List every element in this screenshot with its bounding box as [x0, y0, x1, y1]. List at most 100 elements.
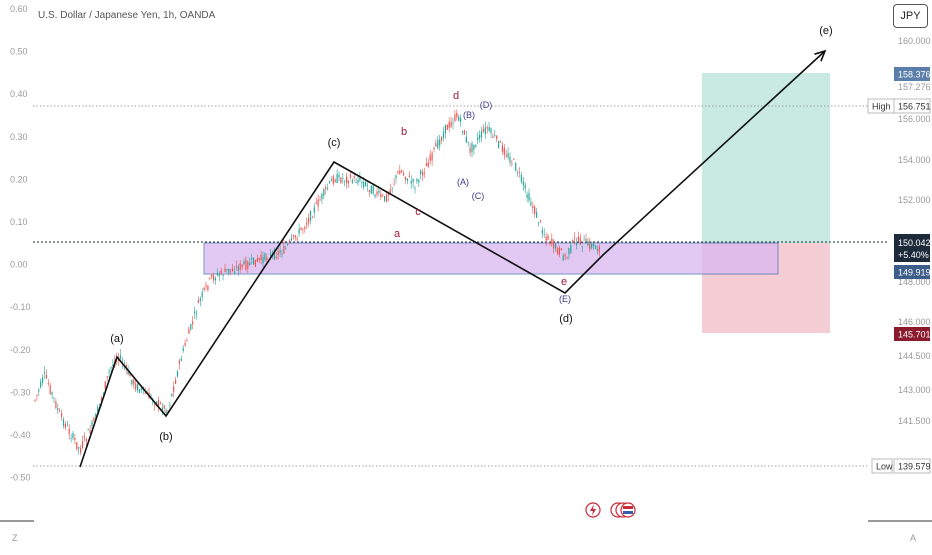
candle-body-74 [175, 379, 177, 384]
candle-body-45 [119, 355, 122, 359]
candle-body-104 [232, 268, 234, 272]
candle-body-5 [43, 371, 46, 374]
candle-body-223 [458, 116, 460, 121]
corner-right-label: A [910, 533, 916, 543]
candle-body-279 [564, 254, 566, 257]
right-tick-label: 143.000 [898, 385, 931, 395]
candle-body-169 [355, 182, 357, 183]
zones-layer [203, 73, 830, 333]
events-layer[interactable] [585, 502, 636, 518]
candle-body-9 [51, 392, 53, 395]
candle-body-121 [264, 253, 266, 261]
left-axis: 0.60 0.50 0.40 0.30 0.20 0.10 0.00 -0.10 -0.20 -0… [10, 4, 31, 483]
candle-body-67 [161, 407, 163, 411]
candle-body-159 [336, 174, 338, 183]
candle-body-38 [106, 376, 108, 378]
candle-body-175 [366, 185, 369, 186]
candle-body-68 [163, 405, 165, 409]
candle-body-116 [254, 259, 256, 267]
candle-body-272 [551, 238, 553, 245]
candle-body-4 [42, 377, 44, 383]
candle-body-222 [456, 112, 458, 118]
candle-body-120 [262, 256, 264, 264]
candle-body-217 [446, 124, 448, 130]
candle-body-36 [102, 393, 104, 395]
candle-body-146 [311, 217, 313, 219]
support-box [203, 242, 779, 275]
candle-body-73 [173, 386, 175, 392]
candle-body-154 [327, 188, 329, 189]
candle-body-21 [74, 438, 76, 440]
candle-body-135 [290, 237, 293, 241]
low-price-badge-bg [893, 458, 931, 474]
candle-body-131 [283, 245, 285, 254]
candle-body-96 [216, 273, 218, 276]
candle-body-161 [340, 177, 342, 183]
candle-body-248 [505, 155, 507, 157]
candle-body-263 [534, 206, 536, 214]
candle-body-64 [156, 401, 158, 406]
candle-body-139 [298, 228, 300, 234]
candle-body-278 [562, 255, 564, 260]
wave-label-sub: (B) [463, 110, 475, 120]
candle-body-226 [463, 130, 465, 135]
candle-body-281 [568, 248, 570, 255]
candle-body-174 [365, 182, 367, 186]
left-tick-label: -0.30 [10, 387, 31, 397]
candle-body-132 [285, 248, 287, 250]
candle-body-77 [180, 358, 182, 361]
candle-body-101 [226, 269, 228, 271]
candle-body-108 [239, 263, 241, 270]
right-tick-label: 156.000 [898, 114, 931, 124]
flag-stripe-icon [623, 506, 633, 509]
candle-body-193 [401, 170, 403, 173]
right-tick-label: 154.000 [898, 155, 931, 165]
left-tick-label: -0.10 [10, 302, 31, 312]
candle-body-86 [197, 300, 199, 303]
candle-body-18 [68, 428, 70, 434]
wave-label-major: (d) [559, 313, 572, 325]
candle-body-297 [598, 246, 600, 253]
candle-body-189 [393, 183, 395, 185]
candle-body-276 [558, 247, 560, 255]
candle-body-192 [399, 170, 401, 175]
candle-body-194 [403, 173, 405, 176]
candle-body-231 [473, 144, 475, 150]
candle-body-52 [133, 379, 135, 385]
candle-body-165 [347, 180, 350, 184]
wave-label-minor: e [561, 276, 567, 288]
candle-body-72 [171, 393, 173, 397]
candle-body-233 [477, 137, 479, 141]
right-tick-label: 141.500 [898, 416, 931, 426]
candle-body-8 [49, 385, 51, 394]
candle-body-66 [159, 403, 161, 404]
candle-body-141 [302, 229, 304, 230]
wave-label-minor: d [453, 90, 459, 102]
corner-left-label: Z [12, 533, 18, 543]
currency-button[interactable]: JPY [893, 4, 928, 28]
candle-body-199 [412, 178, 414, 183]
candle-body-37 [104, 381, 106, 390]
candle-body-283 [572, 240, 574, 242]
left-tick-label: 0.00 [10, 260, 28, 270]
candle-body-0 [34, 399, 36, 401]
candle-body-155 [328, 181, 331, 183]
candle-body-257 [522, 181, 524, 186]
candle-body-213 [439, 139, 441, 146]
right-tick-label: 146.000 [898, 317, 931, 327]
left-tick-label: 0.40 [10, 89, 28, 99]
candle-body-16 [64, 423, 66, 428]
low-label-badge-text: Low [876, 462, 893, 472]
right-tick-label: 157.276 [898, 82, 931, 92]
candle-body-88 [201, 292, 203, 297]
event-markers[interactable] [585, 502, 636, 518]
candle-body-137 [294, 235, 296, 238]
candle-body-75 [176, 371, 179, 377]
candle-body-48 [125, 365, 127, 369]
candle-body-216 [444, 124, 446, 134]
candle-body-290 [585, 239, 587, 241]
candle-body-240 [490, 128, 492, 133]
candle-body-203 [420, 170, 422, 174]
